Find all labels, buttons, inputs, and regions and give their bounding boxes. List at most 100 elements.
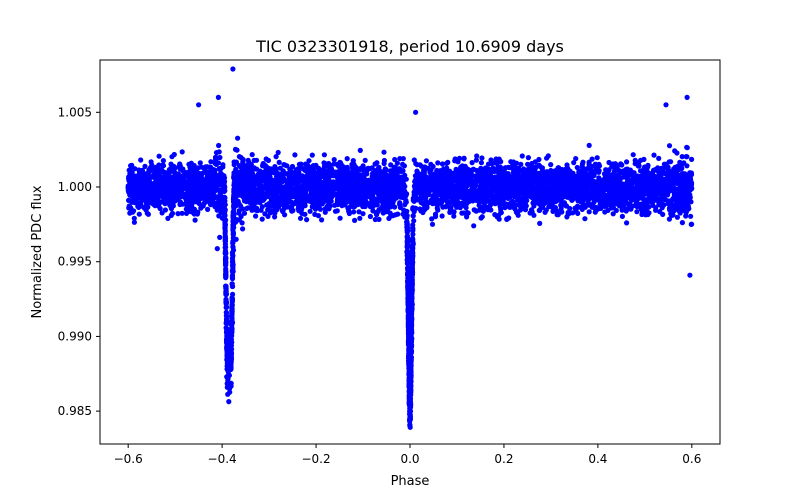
data-point (376, 216, 382, 222)
data-point (126, 167, 132, 173)
data-point (272, 187, 278, 193)
data-point (169, 164, 175, 170)
data-point (179, 210, 185, 216)
data-point (492, 174, 498, 180)
data-point (378, 206, 384, 212)
data-point (500, 176, 506, 182)
data-point (435, 160, 441, 166)
data-point (479, 214, 485, 220)
data-point (317, 170, 323, 176)
data-point (211, 187, 217, 193)
data-point (357, 147, 363, 153)
data-point (414, 172, 421, 179)
data-point (400, 194, 406, 201)
data-point (326, 164, 332, 171)
data-point (125, 183, 131, 189)
data-point (674, 150, 680, 156)
data-point (478, 160, 484, 166)
data-point (637, 195, 643, 201)
data-point (606, 176, 612, 183)
data-point (192, 217, 198, 223)
data-point (244, 195, 251, 201)
data-point (645, 191, 651, 197)
data-point (614, 199, 620, 205)
data-point (510, 159, 517, 165)
data-point (205, 206, 211, 212)
data-point (641, 156, 647, 162)
data-point (322, 172, 328, 178)
data-point (214, 246, 220, 252)
data-point (231, 162, 237, 168)
data-point (688, 213, 694, 219)
data-point (267, 210, 273, 216)
data-point (240, 183, 246, 189)
data-point (656, 155, 662, 161)
data-point (498, 190, 504, 197)
data-point (418, 177, 424, 183)
data-point (353, 170, 359, 176)
data-point (526, 182, 533, 188)
data-point (397, 156, 403, 162)
data-point (400, 161, 406, 167)
data-point (434, 179, 441, 185)
data-point (220, 162, 226, 168)
data-point (505, 175, 511, 181)
data-point (227, 381, 233, 387)
data-point (211, 167, 217, 173)
data-point (362, 157, 368, 163)
data-point (199, 203, 205, 209)
data-point (297, 215, 304, 221)
data-point (429, 221, 436, 227)
data-point (282, 162, 288, 168)
data-point (281, 193, 287, 199)
data-point (254, 166, 260, 172)
data-point (613, 186, 619, 192)
data-point (307, 208, 313, 214)
data-point (392, 156, 398, 163)
data-point (582, 216, 588, 222)
data-point (126, 204, 132, 211)
data-point (198, 195, 204, 201)
data-point (312, 211, 318, 217)
data-point (443, 181, 450, 187)
data-point (427, 178, 433, 184)
data-point (679, 154, 685, 160)
data-point (251, 157, 257, 163)
data-point (153, 199, 159, 205)
data-point (519, 153, 525, 159)
data-point (615, 167, 621, 173)
data-point (413, 161, 419, 167)
data-point (400, 178, 406, 184)
data-point (276, 173, 282, 179)
data-point (216, 213, 222, 219)
data-point (238, 213, 244, 220)
data-point (625, 206, 631, 212)
data-point (506, 215, 512, 221)
data-point (249, 152, 255, 158)
data-point (232, 146, 239, 152)
data-point (321, 163, 327, 170)
data-point (564, 162, 570, 168)
data-point (423, 158, 429, 164)
data-point (388, 175, 394, 181)
data-point (333, 182, 339, 188)
data-point (235, 135, 241, 141)
data-point (418, 200, 424, 206)
data-point (634, 209, 640, 215)
data-point (625, 201, 631, 207)
data-point (290, 171, 296, 178)
data-point (168, 212, 174, 218)
data-point (343, 173, 349, 179)
data-point (280, 178, 286, 185)
data-point (684, 145, 690, 151)
data-point (668, 159, 674, 165)
data-point (292, 152, 298, 158)
data-point (352, 217, 358, 223)
data-point (466, 168, 472, 174)
data-point (339, 172, 345, 178)
data-point (511, 200, 517, 206)
data-point (335, 201, 341, 208)
data-point (493, 156, 499, 162)
data-point (451, 209, 457, 215)
